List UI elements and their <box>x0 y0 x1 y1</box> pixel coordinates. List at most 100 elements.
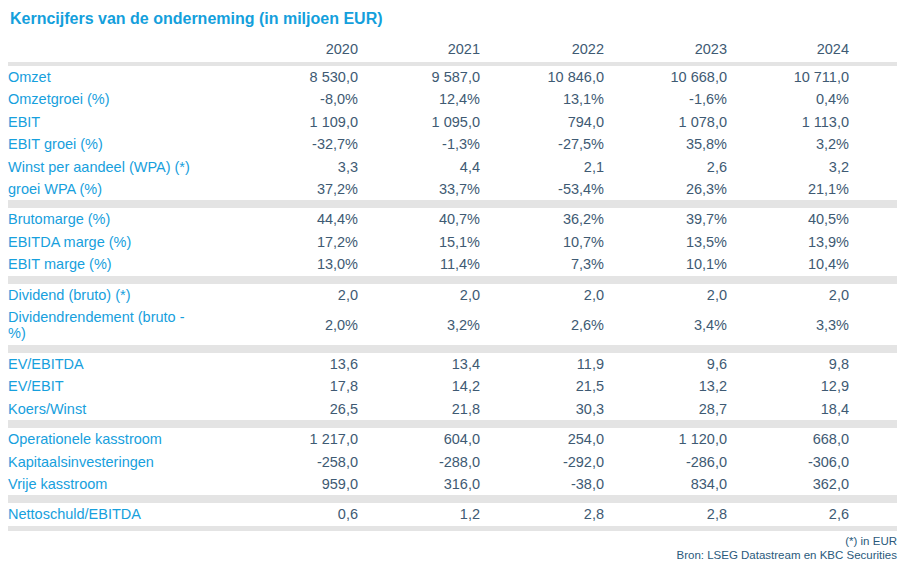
cell-value: 36,2% <box>480 208 604 230</box>
cell-value: 8 530,0 <box>238 66 358 88</box>
cell-value: -1,6% <box>604 88 727 110</box>
cell-value: -1,3% <box>358 133 480 155</box>
table-row: EV/EBIT17,814,221,513,212,9 <box>8 375 897 397</box>
table-footer: (*) in EUR Bron: LSEG Datastream en KBC … <box>8 534 897 563</box>
row-label-text: Dividend (bruto) (*) <box>8 287 131 303</box>
cell-value: 10,1% <box>604 253 727 275</box>
cell-value: 0,4% <box>727 88 897 110</box>
key-figures-table: 2020 2021 2022 2023 2024 Omzet8 530,09 5… <box>8 36 897 531</box>
cell-value: 1 109,0 <box>238 111 358 133</box>
cell-value: 1 120,0 <box>604 428 727 450</box>
row-label-text: Dividendrendement (bruto - %) <box>8 309 198 341</box>
cell-value: 3,4% <box>604 306 727 345</box>
year-header: 2021 <box>358 36 480 62</box>
cell-value: -38,0 <box>480 473 604 495</box>
row-label: Omzet <box>8 66 238 88</box>
cell-value: 12,4% <box>358 88 480 110</box>
table-row: Omzet8 530,09 587,010 846,010 668,010 71… <box>8 66 897 88</box>
table-body: Omzet8 530,09 587,010 846,010 668,010 71… <box>8 62 897 531</box>
cell-value: 17,2% <box>238 231 358 253</box>
row-label-text: EV/EBIT <box>8 378 64 394</box>
row-label: Omzetgroei (%) <box>8 88 238 110</box>
cell-value: 254,0 <box>480 428 604 450</box>
cell-value: 2,1 <box>480 156 604 178</box>
row-label-text: Winst per aandeel (WPA) (*) <box>8 159 190 175</box>
row-label: EBIT <box>8 111 238 133</box>
cell-value: 21,1% <box>727 178 897 200</box>
cell-value: 3,2% <box>358 306 480 345</box>
cell-value: 2,0 <box>604 284 727 306</box>
row-label-text: Vrije kasstroom <box>8 476 107 492</box>
cell-value: 794,0 <box>480 111 604 133</box>
separator-band <box>8 420 897 428</box>
row-label-text: groei WPA (%) <box>8 181 102 197</box>
cell-value: 39,7% <box>604 208 727 230</box>
cell-value: 40,7% <box>358 208 480 230</box>
cell-value: 10 846,0 <box>480 66 604 88</box>
row-label: EBIT marge (%) <box>8 253 238 275</box>
cell-value: 2,6 <box>727 503 897 525</box>
table-row: EBIT groei (%)-32,7%-1,3%-27,5%35,8%3,2% <box>8 133 897 155</box>
cell-value: 668,0 <box>727 428 897 450</box>
table-row: Dividend (bruto) (*)2,02,02,02,02,0 <box>8 284 897 306</box>
table-row: Omzetgroei (%)-8,0%12,4%13,1%-1,6%0,4% <box>8 88 897 110</box>
cell-value: 1 078,0 <box>604 111 727 133</box>
page-title: Kerncijfers van de onderneming (in miljo… <box>10 10 897 28</box>
cell-value: 13,0% <box>238 253 358 275</box>
cell-value: -27,5% <box>480 133 604 155</box>
row-label-text: Omzet <box>8 69 51 85</box>
cell-value: 7,3% <box>480 253 604 275</box>
row-label-text: Nettoschuld/EBITDA <box>8 506 141 522</box>
cell-value: -8,0% <box>238 88 358 110</box>
cell-value: 26,3% <box>604 178 727 200</box>
row-label: Koers/Winst <box>8 398 238 420</box>
separator-band <box>8 276 897 284</box>
cell-value: 2,0 <box>238 284 358 306</box>
cell-value: 1 113,0 <box>727 111 897 133</box>
row-label-text: Operationele kasstroom <box>8 431 162 447</box>
cell-value: 40,5% <box>727 208 897 230</box>
separator-band <box>8 200 897 208</box>
cell-value: 18,4 <box>727 398 897 420</box>
cell-value: 1,2 <box>358 503 480 525</box>
row-label: Dividendrendement (bruto - %) <box>8 306 238 345</box>
separator-band <box>8 526 897 531</box>
cell-value: 21,5 <box>480 375 604 397</box>
cell-value: 13,9% <box>727 231 897 253</box>
cell-value: 33,7% <box>358 178 480 200</box>
row-label: Operationele kasstroom <box>8 428 238 450</box>
cell-value: -306,0 <box>727 450 897 472</box>
cell-value: 3,3% <box>727 306 897 345</box>
year-header: 2020 <box>238 36 358 62</box>
cell-value: -53,4% <box>480 178 604 200</box>
cell-value: 35,8% <box>604 133 727 155</box>
cell-value: 30,3 <box>480 398 604 420</box>
cell-value: 4,4 <box>358 156 480 178</box>
cell-value: 2,8 <box>480 503 604 525</box>
cell-value: 10,4% <box>727 253 897 275</box>
table-row: Nettoschuld/EBITDA0,61,22,82,82,6 <box>8 503 897 525</box>
cell-value: -288,0 <box>358 450 480 472</box>
row-label: Nettoschuld/EBITDA <box>8 503 238 525</box>
cell-value: 2,0 <box>480 284 604 306</box>
table-row: Koers/Winst26,521,830,328,718,4 <box>8 398 897 420</box>
cell-value: 14,2 <box>358 375 480 397</box>
cell-value: 2,8 <box>604 503 727 525</box>
section-separator <box>8 200 897 208</box>
cell-value: 13,6 <box>238 353 358 375</box>
year-header: 2022 <box>480 36 604 62</box>
cell-value: 10 711,0 <box>727 66 897 88</box>
cell-value: 1 095,0 <box>358 111 480 133</box>
row-label: Brutomarge (%) <box>8 208 238 230</box>
table-row: Dividendrendement (bruto - %)2,0%3,2%2,6… <box>8 306 897 345</box>
section-separator <box>8 276 897 284</box>
table-end-separator <box>8 526 897 531</box>
cell-value: 959,0 <box>238 473 358 495</box>
row-label-text: EBIT <box>8 114 40 130</box>
separator-band <box>8 345 897 353</box>
cell-value: 11,4% <box>358 253 480 275</box>
page: Kerncijfers van de onderneming (in miljo… <box>0 0 917 565</box>
row-label-text: EBIT marge (%) <box>8 256 112 272</box>
row-label: EV/EBIT <box>8 375 238 397</box>
cell-value: 316,0 <box>358 473 480 495</box>
